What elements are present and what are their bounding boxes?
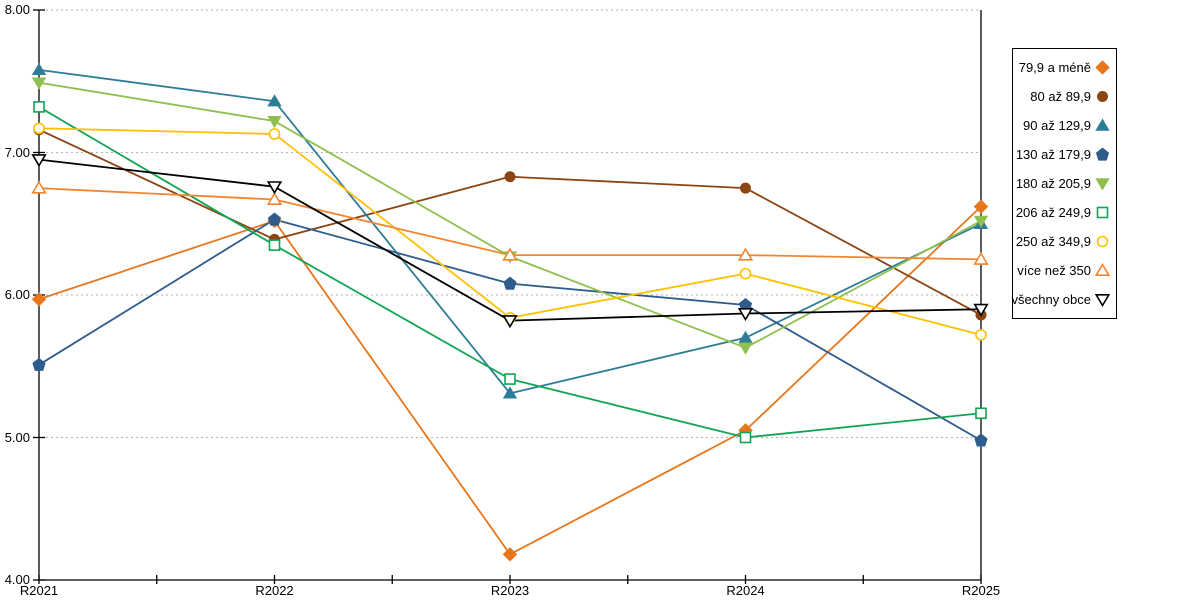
legend-label: 90 až 129,9 [1023,118,1091,133]
y-axis-tick-label: 5.00 [4,429,30,445]
legend-label: 79,9 a méně [1018,60,1091,75]
series-line [38,81,982,349]
x-axis-tick-label: R2025 [961,583,1001,598]
legend-item: 206 až 249,9 [1015,205,1110,220]
legend-label: všechny obce [1011,292,1092,307]
legend-item: 79,9 a méně [1015,60,1110,75]
x-axis-tick-label: R2023 [490,583,530,598]
legend-label: více než 350 [1017,263,1091,278]
legend-label: 180 až 205,9 [1015,176,1091,191]
legend-label: 250 až 349,9 [1015,234,1091,249]
triangle-down-marker-icon [1095,178,1110,191]
circle-marker-icon [1097,91,1108,102]
legend-label: 80 až 89,9 [1030,89,1091,104]
series-line [38,68,982,395]
triangle-down-marker-icon [1095,293,1110,307]
y-axis-tick-label: 7.00 [4,144,30,160]
series-line [38,127,982,336]
x-axis-tick-label: R2022 [255,583,294,598]
circle-marker-icon [1096,235,1109,248]
diamond-marker-icon [1095,60,1110,75]
x-axis-tick-label: R2024 [726,583,765,598]
pentagon-marker-icon [1095,147,1110,161]
legend-item: 80 až 89,9 [1015,89,1110,104]
y-axis-tick-label: 8.00 [4,2,30,17]
legend-item: všechny obce [1011,292,1110,307]
legend-item: více než 350 [1015,263,1110,278]
legend-item: 250 až 349,9 [1015,234,1110,249]
triangle-up-marker-icon [1095,263,1110,276]
y-axis-tick-label: 4.00 [4,572,30,587]
x-axis-tick-label: R2021 [19,583,59,598]
legend-label: 130 až 179,9 [1015,147,1091,162]
legend-item: 180 až 205,9 [1015,176,1110,191]
y-axis-tick-label: 6.00 [4,287,30,302]
triangle-up-marker-icon [1095,118,1110,131]
chart-legend: 79,9 a méně 80 až 89,9 90 až 129,9 130 až 1… [1012,48,1117,319]
square-marker-icon [1096,206,1109,219]
legend-item: 90 až 129,9 [1015,118,1110,133]
legend-label: 206 až 249,9 [1015,205,1091,220]
legend-item: 130 až 179,9 [1015,147,1110,162]
